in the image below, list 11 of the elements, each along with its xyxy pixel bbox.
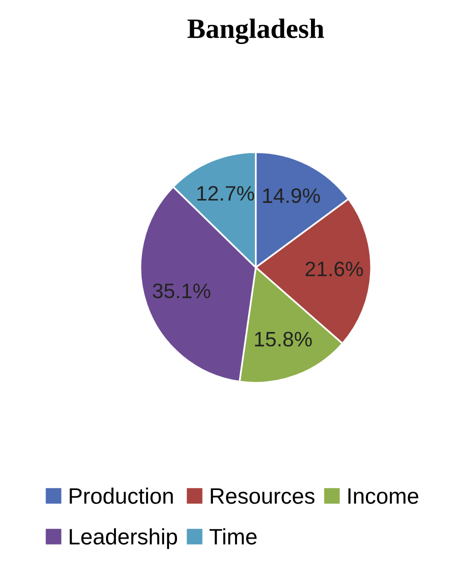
legend-label: Leadership — [70, 528, 178, 549]
chart-title: Bangladesh — [188, 18, 324, 44]
data-label: 12.7% — [197, 186, 254, 201]
legend-label: Resources — [210, 488, 314, 504]
data-label: 35.1% — [152, 284, 210, 298]
data-label: 21.6% — [306, 262, 363, 276]
legend-label: Time — [210, 528, 257, 545]
data-label: 15.8% — [255, 332, 312, 347]
legend-label: Income — [348, 488, 418, 504]
legend-label: Production — [70, 488, 173, 504]
data-label: 14.9% — [263, 188, 320, 204]
